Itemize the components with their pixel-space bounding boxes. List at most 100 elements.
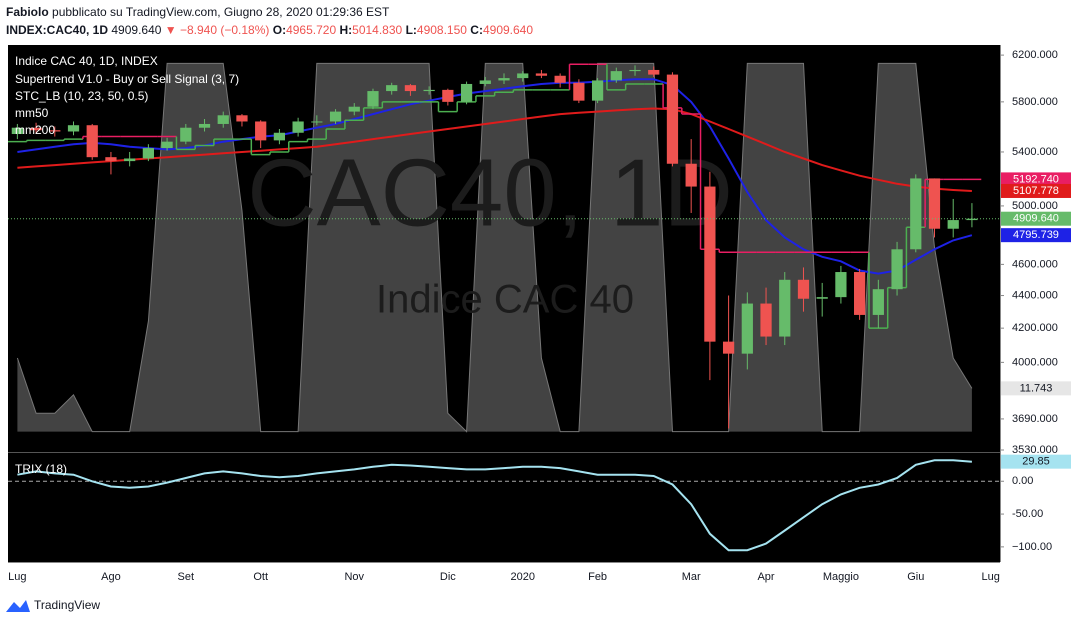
candle-body bbox=[610, 71, 622, 81]
candle-body bbox=[348, 106, 360, 112]
candle-body bbox=[685, 163, 697, 187]
ohlc-value: 4965.720 bbox=[286, 23, 337, 37]
candle-body bbox=[835, 272, 847, 298]
candle-body bbox=[704, 186, 716, 342]
candle-body bbox=[591, 80, 604, 101]
y-tick-label: 4400.000 bbox=[1012, 289, 1058, 301]
legend-title: Indice CAC 40, 1D, INDEX bbox=[15, 54, 158, 68]
y-tick-label: 6200.000 bbox=[1012, 49, 1058, 61]
logo bbox=[6, 600, 30, 612]
ma-line bbox=[17, 107, 972, 192]
price-tag-label: 5107.778 bbox=[1013, 185, 1059, 197]
candle-body bbox=[236, 115, 248, 122]
x-tick-label: Maggio bbox=[823, 571, 859, 583]
candle-body bbox=[629, 69, 641, 72]
published: pubblicato su TradingView.com, Giugno 28… bbox=[52, 5, 390, 19]
y-tick-label: 5800.000 bbox=[1012, 96, 1058, 108]
candle-body bbox=[311, 121, 323, 123]
y-tick-label: −100.00 bbox=[1012, 541, 1052, 553]
author: Fabiolo bbox=[6, 5, 49, 19]
candle-body bbox=[535, 73, 548, 76]
candle-body bbox=[479, 80, 491, 84]
x-tick-label: Lug bbox=[981, 571, 999, 583]
candle-body bbox=[124, 158, 136, 162]
ohlc-value: 4908.150 bbox=[416, 23, 467, 37]
price-tag bbox=[1001, 211, 1071, 226]
ohlc-label: O: bbox=[272, 23, 287, 37]
candle-body bbox=[910, 178, 922, 250]
candle-body bbox=[273, 132, 286, 141]
price-tag-label: 5192.740 bbox=[1013, 173, 1059, 185]
price-tag-label: 29.85 bbox=[1022, 456, 1050, 468]
candle-body bbox=[816, 297, 828, 299]
x-tick-label: Apr bbox=[757, 571, 774, 583]
price-tag bbox=[1001, 454, 1071, 469]
x-tick-label: Dic bbox=[440, 571, 456, 583]
candle-body bbox=[404, 85, 417, 92]
x-tick-label: Giu bbox=[907, 571, 924, 583]
change: ▼ −8.940 (−0.18%) bbox=[164, 23, 270, 37]
y-tick-label: 5400.000 bbox=[1012, 146, 1058, 158]
candle-body bbox=[947, 220, 959, 229]
y-tick-label: 3690.000 bbox=[1012, 413, 1058, 425]
candle-body bbox=[198, 123, 211, 128]
y-tick-label: 4600.000 bbox=[1012, 258, 1058, 270]
candle-body bbox=[498, 78, 510, 81]
candle-body bbox=[67, 125, 80, 132]
candle-body bbox=[367, 91, 379, 107]
price-tag bbox=[1001, 228, 1071, 243]
y-tick-label: -50.00 bbox=[1012, 508, 1043, 520]
candle-body bbox=[928, 178, 941, 229]
y-tick-label: 0.00 bbox=[1012, 475, 1033, 487]
candle-body bbox=[386, 85, 398, 92]
candle-body bbox=[11, 127, 23, 135]
x-tick-label: Ago bbox=[101, 571, 121, 583]
ohlc-value: 4909.640 bbox=[482, 23, 534, 37]
legend-entry: mm200 bbox=[15, 123, 55, 137]
x-tick-label: Nov bbox=[344, 571, 364, 583]
oscillator-line bbox=[16, 62, 973, 433]
header-line2: INDEX:CAC40, 1D 4909.640 ▼ −8.940 (−0.18… bbox=[6, 21, 533, 39]
ohlc-label: C: bbox=[470, 23, 483, 37]
candle-body bbox=[423, 89, 435, 92]
candle-body bbox=[517, 73, 529, 79]
price-tag bbox=[1001, 183, 1071, 198]
price-tag-label: 4795.739 bbox=[1013, 229, 1059, 241]
header-line1: Fabiolo pubblicato su TradingView.com, G… bbox=[6, 3, 533, 21]
legend-entry: STC_LB (10, 23, 50, 0.5) bbox=[15, 89, 148, 103]
candle-body bbox=[30, 127, 42, 131]
candle-body bbox=[180, 127, 192, 142]
y-tick-label: 3530.000 bbox=[1012, 444, 1058, 456]
logo-icon bbox=[6, 600, 30, 612]
ohlc-label: L: bbox=[405, 23, 417, 37]
price-tag-label: 4909.640 bbox=[1013, 213, 1059, 225]
candle-body bbox=[741, 303, 753, 354]
candle-body bbox=[554, 75, 566, 83]
candle-body bbox=[854, 272, 866, 315]
ohlc-value: 5014.830 bbox=[352, 23, 403, 37]
candle-body bbox=[666, 74, 679, 164]
candle-body bbox=[161, 141, 173, 149]
candle-body bbox=[872, 289, 884, 315]
legend-entry: TRIX (18) bbox=[15, 462, 67, 476]
y-tick-label: 5000.000 bbox=[1012, 200, 1058, 212]
candle-body bbox=[891, 249, 903, 290]
candle-body bbox=[442, 89, 454, 102]
x-tick-label: Set bbox=[178, 571, 195, 583]
x-tick-label: Mar bbox=[682, 571, 701, 583]
candle-body bbox=[86, 125, 98, 158]
candle-body bbox=[722, 341, 735, 354]
y-tick-label: 4200.000 bbox=[1012, 322, 1058, 334]
footer-brand: TradingView bbox=[34, 598, 100, 612]
candle-body bbox=[779, 279, 791, 337]
candle-body bbox=[573, 82, 585, 101]
candle-body bbox=[460, 83, 473, 102]
ohlc-label: H: bbox=[339, 23, 353, 37]
candle-body bbox=[797, 279, 810, 299]
candle-body bbox=[760, 303, 772, 337]
watermark: CAC40, 1D bbox=[247, 139, 733, 246]
price-tag-label: 11.743 bbox=[1020, 382, 1053, 394]
x-tick-label: Feb bbox=[588, 571, 607, 583]
